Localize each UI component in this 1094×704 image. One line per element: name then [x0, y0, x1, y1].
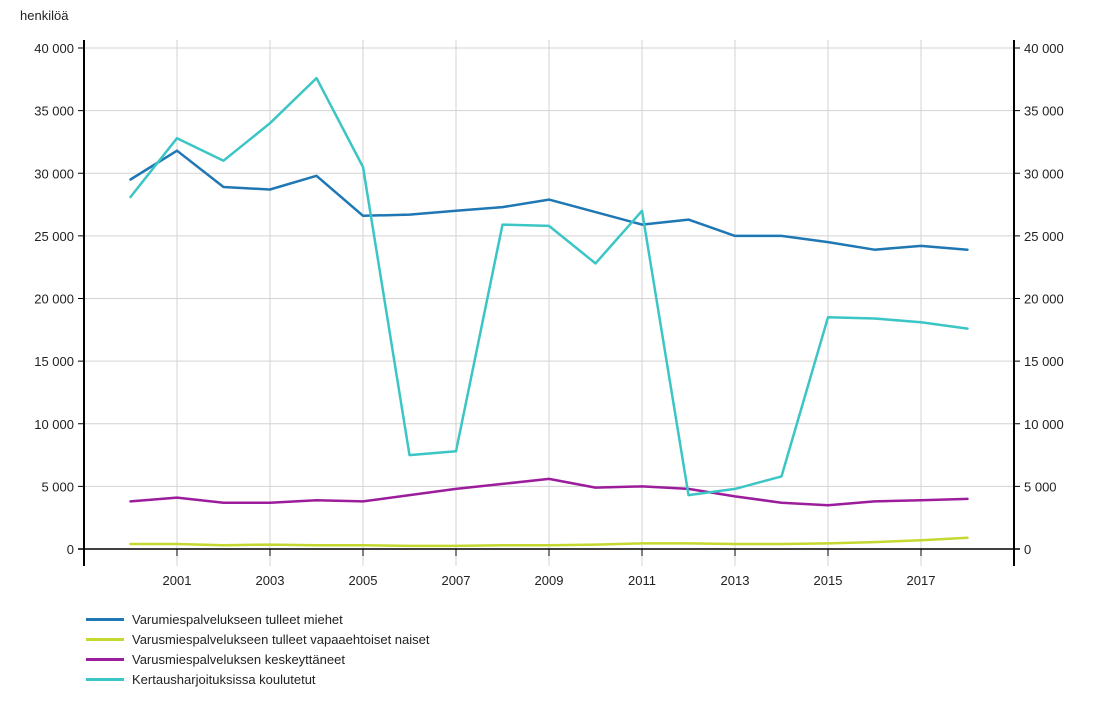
y-tick-label-right: 35 000: [1024, 104, 1064, 119]
y-tick-label-left: 30 000: [34, 166, 74, 181]
y-tick-label-left: 15 000: [34, 354, 74, 369]
y-tick-label-right: 40 000: [1024, 41, 1064, 56]
grid-lines: [84, 40, 1014, 566]
y-tick-label-right: 0: [1024, 542, 1031, 557]
tick-labels: 2001 2003 2005 2007 2009 2011 2013 2015 2017 0 0 5 …: [34, 41, 1064, 588]
legend-label: Varusmiespalveluksen keskeyttäneet: [132, 651, 345, 667]
y-tick-label-left: 10 000: [34, 417, 74, 432]
x-tick-label: 2003: [256, 573, 285, 588]
series-line-3: [129, 477, 969, 507]
legend-swatch: [86, 677, 124, 681]
y-axis-unit-label: henkilöä: [20, 8, 69, 23]
y-tick-label-right: 25 000: [1024, 229, 1064, 244]
y-tick-label-right: 5 000: [1024, 479, 1057, 494]
legend-item: Varusmiespalvelukseen tulleet vapaaehtoi…: [86, 629, 430, 649]
legend-item: Varumiespalvelukseen tulleet miehet: [86, 609, 430, 629]
x-tick-label: 2001: [163, 573, 192, 588]
legend-swatch: [86, 637, 124, 641]
legend-label: Kertausharjoituksissa koulutetut: [132, 671, 316, 687]
x-tick-label: 2005: [349, 573, 378, 588]
y-tick-label-left: 5 000: [41, 479, 74, 494]
legend-item: Kertausharjoituksissa koulutetut: [86, 669, 430, 689]
legend-swatch: [86, 657, 124, 661]
x-tick-label: 2011: [628, 573, 656, 588]
legend-label: Varumiespalvelukseen tulleet miehet: [132, 611, 343, 627]
chart-legend: Varumiespalvelukseen tulleet miehet Varus…: [86, 609, 430, 689]
y-tick-label-left: 0: [67, 542, 74, 557]
legend-swatch: [86, 617, 124, 621]
x-tick-label: 2009: [535, 573, 564, 588]
x-tick-label: 2017: [907, 573, 936, 588]
x-tick-label: 2007: [442, 573, 471, 588]
y-tick-label-right: 20 000: [1024, 292, 1064, 307]
series-line-1: [129, 149, 969, 251]
y-tick-label-right: 10 000: [1024, 417, 1064, 432]
line-chart: 2001 2003 2005 2007 2009 2011 2013 2015 2017 0 0 5 …: [20, 8, 1064, 588]
y-tick-label-right: 30 000: [1024, 166, 1064, 181]
y-tick-label-left: 25 000: [34, 229, 74, 244]
y-tick-label-right: 15 000: [1024, 354, 1064, 369]
series-layer: [129, 76, 969, 548]
y-tick-label-left: 40 000: [34, 41, 74, 56]
series-line-4: [129, 76, 969, 497]
y-tick-label-left: 20 000: [34, 292, 74, 307]
x-tick-label: 2013: [721, 573, 750, 588]
legend-label: Varusmiespalvelukseen tulleet vapaaehtoi…: [132, 631, 430, 647]
series-line-2: [129, 536, 969, 548]
x-tick-label: 2015: [814, 573, 843, 588]
y-tick-label-left: 35 000: [34, 104, 74, 119]
legend-item: Varusmiespalveluksen keskeyttäneet: [86, 649, 430, 669]
